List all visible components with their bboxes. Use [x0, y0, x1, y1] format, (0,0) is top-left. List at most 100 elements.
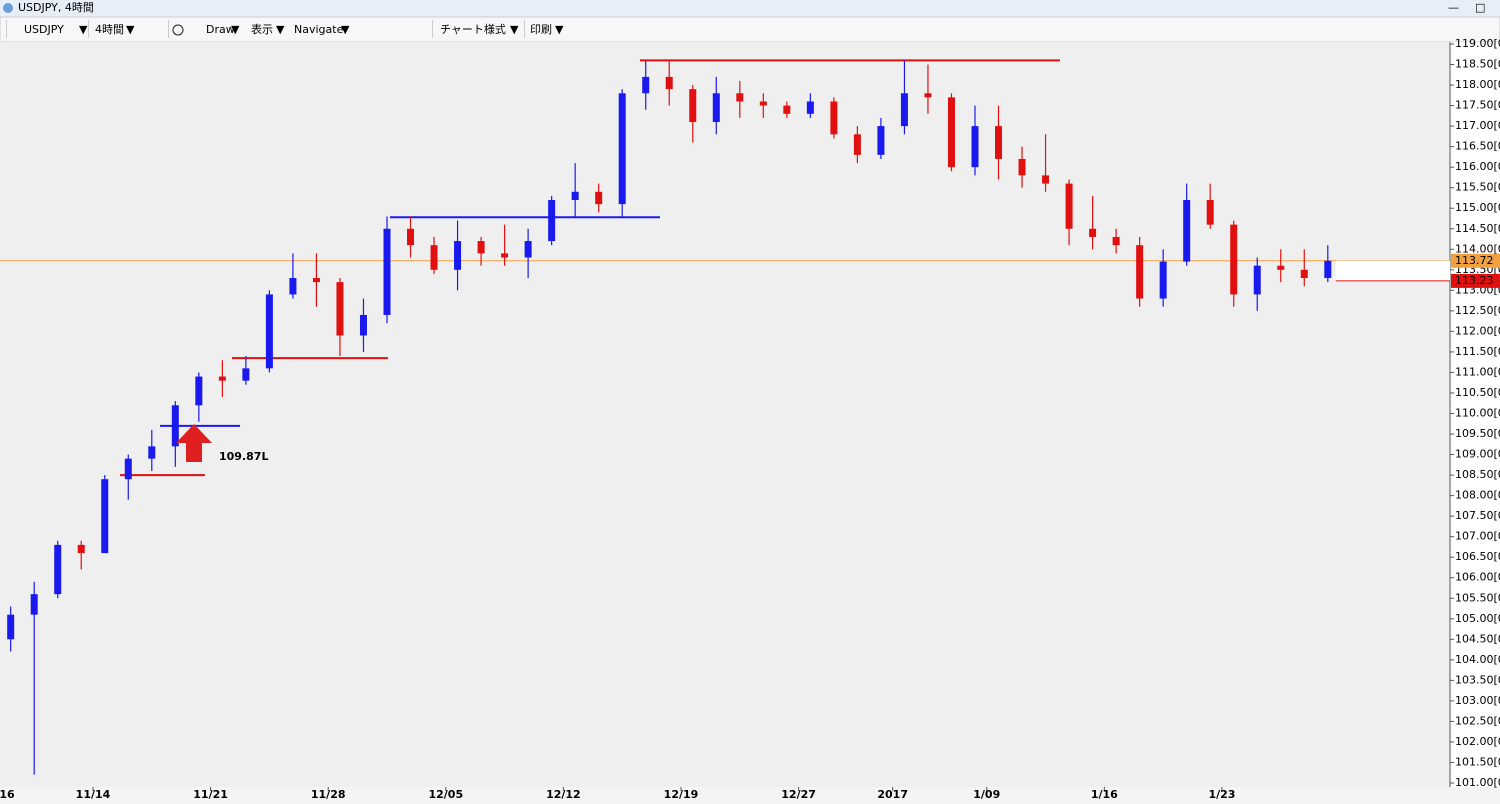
- x-tick-label: 12/12: [546, 788, 581, 801]
- price-tag-label: 113.72: [1455, 254, 1494, 267]
- x-tick-label: 1/16: [1091, 788, 1118, 801]
- candle-body: [148, 446, 156, 459]
- y-tick-label: 114.50[0: [1455, 222, 1500, 235]
- price-tag-label: 113.23: [1455, 274, 1494, 287]
- y-tick-label: 101.50[0: [1455, 755, 1500, 768]
- candle-body: [595, 191, 603, 205]
- candle-body: [1324, 260, 1332, 279]
- minimize-button[interactable]: —: [1448, 1, 1459, 14]
- candle-body: [1159, 261, 1167, 299]
- x-tick-label: 12/19: [664, 788, 699, 801]
- candle-body: [548, 200, 556, 242]
- y-tick-label: 112.00[0: [1455, 324, 1500, 337]
- candle-body: [971, 126, 979, 168]
- dropdown-arrow[interactable]: ▼: [341, 23, 350, 36]
- price-tag: [1451, 273, 1500, 288]
- x-tick-label: 11/28: [311, 788, 346, 801]
- dropdown-arrow[interactable]: ▼: [126, 23, 135, 36]
- toolbar-separator: [88, 20, 89, 38]
- y-tick-label: 102.00[0: [1455, 735, 1500, 748]
- candle-body: [1089, 228, 1097, 237]
- dropdown-arrow[interactable]: ▼: [231, 23, 240, 36]
- candle-body: [265, 294, 273, 369]
- y-tick-label: 111.00[0: [1455, 365, 1500, 378]
- y-tick-label: 104.00[0: [1455, 653, 1500, 666]
- candle-body: [736, 93, 744, 102]
- dropdown-arrow[interactable]: ▼: [79, 23, 88, 36]
- price-axis: [1450, 42, 1500, 787]
- price-box: [1335, 260, 1450, 281]
- candle-body: [312, 278, 320, 283]
- candle-body: [830, 101, 838, 135]
- toolbar-button[interactable]: 表示: [251, 22, 273, 36]
- chart: 119.00[0 118.50[0 118.00[0 117.50[0 117.00[0…: [0, 37, 1500, 801]
- y-tick-label: 112.50[0: [1455, 304, 1500, 317]
- y-tick-label: 114.00[0: [1455, 242, 1500, 255]
- x-tick-label: 11/21: [193, 788, 228, 801]
- y-tick-label: 101.00[0: [1455, 776, 1500, 789]
- candle-body: [1065, 183, 1073, 229]
- candle-body: [430, 245, 438, 270]
- y-tick-label: 104.50[0: [1455, 632, 1500, 645]
- candle-body: [995, 126, 1003, 159]
- y-tick-label: 110.50[0: [1455, 386, 1500, 399]
- candle-body: [571, 191, 579, 201]
- candle-body: [383, 228, 391, 315]
- dropdown-arrow[interactable]: ▼: [510, 23, 519, 36]
- candle-body: [1018, 158, 1026, 176]
- candle-body: [195, 376, 203, 406]
- candle-body: [1206, 200, 1214, 225]
- candle-body: [218, 376, 226, 381]
- toolbar-separator: [432, 20, 433, 38]
- maximize-button[interactable]: □: [1475, 1, 1485, 14]
- candle-body: [289, 278, 297, 295]
- toolbar-separator: [168, 20, 169, 38]
- annotation: 109.87L: [219, 450, 268, 463]
- candle-body: [689, 89, 697, 123]
- y-tick-label: 117.50[0: [1455, 99, 1500, 112]
- candle-body: [1183, 200, 1191, 262]
- y-tick-label: 103.50[0: [1455, 673, 1500, 686]
- plot-area: [0, 42, 1450, 787]
- window-title: USDJPY, 4時間: [18, 1, 94, 14]
- candle-body: [1230, 224, 1238, 295]
- candle-body: [524, 241, 532, 258]
- toolbar-button[interactable]: チャート様式: [440, 22, 506, 36]
- toolbar-button[interactable]: 印刷: [530, 23, 552, 36]
- y-tick-label: 105.50[0: [1455, 591, 1500, 604]
- candle-body: [30, 594, 38, 615]
- candle-body: [501, 253, 509, 258]
- candle-body: [454, 241, 462, 270]
- circle-tool[interactable]: [172, 24, 184, 36]
- x-tick-label: 12/27: [781, 788, 816, 801]
- y-tick-label: 109.50[0: [1455, 427, 1500, 440]
- toolbar-button[interactable]: USDJPY: [24, 23, 64, 36]
- candle-body: [806, 101, 814, 114]
- app-icon: [3, 3, 13, 13]
- candle-body: [665, 76, 673, 90]
- candle-body: [1253, 265, 1261, 295]
- candle-body: [759, 101, 767, 106]
- x-tick-label: 12/05: [428, 788, 463, 801]
- y-tick-label: 115.50[0: [1455, 181, 1500, 194]
- candle-body: [171, 405, 179, 447]
- dropdown-arrow[interactable]: ▼: [555, 23, 564, 36]
- candle-body: [54, 544, 62, 595]
- toolbar-button[interactable]: Draw: [206, 23, 235, 36]
- candle-body: [853, 134, 861, 155]
- toolbar-button[interactable]: 4時間: [95, 23, 124, 36]
- toolbar-separator: [6, 20, 7, 38]
- candle-body: [1300, 269, 1308, 279]
- y-tick-label: 110.00[0: [1455, 407, 1500, 420]
- dropdown-arrow[interactable]: ▼: [276, 23, 285, 36]
- toolbar-items: USDJPY ▼ 4時間 ▼ Draw▼ 表示 ▼ Navigate▼ チャート様式 ▼ 印刷 ▼: [6, 20, 564, 38]
- y-tick-label: 119.00[0: [1455, 37, 1500, 50]
- candle-body: [712, 93, 720, 123]
- x-tick-label: 2017: [877, 788, 908, 801]
- candle-body: [1112, 236, 1120, 246]
- candle-body: [242, 368, 250, 381]
- x-tick-label: 11/14: [76, 788, 111, 801]
- candle-body: [124, 458, 132, 480]
- toolbar-button[interactable]: Navigate: [294, 23, 344, 36]
